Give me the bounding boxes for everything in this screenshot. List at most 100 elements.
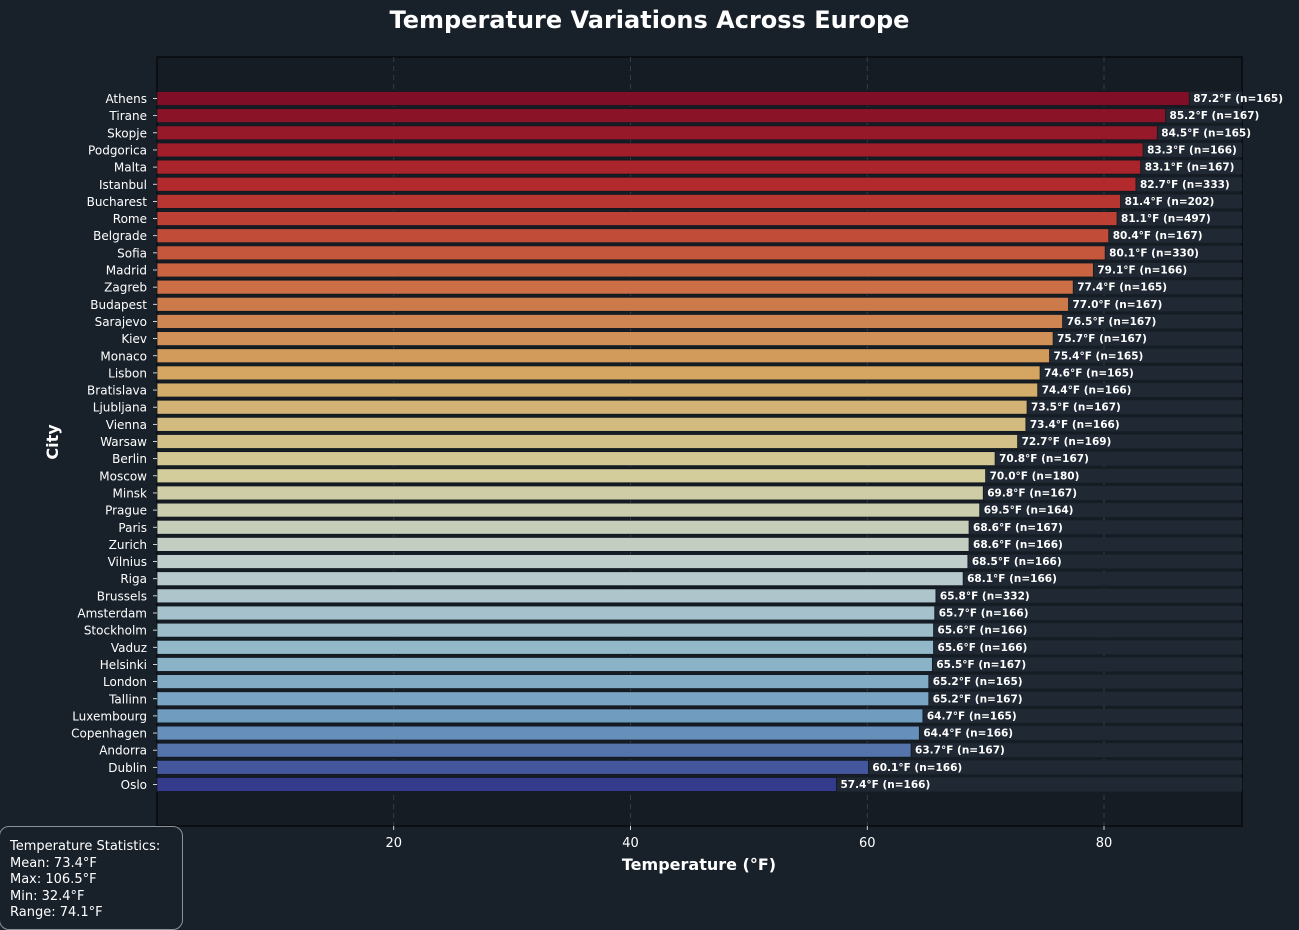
category-label: Vilnius [108, 555, 147, 569]
category-label: Sarajevo [95, 315, 147, 329]
bar-remainder [1068, 297, 1242, 312]
stats-title: Temperature Statistics: [10, 839, 161, 854]
bar-remainder [935, 588, 1242, 603]
bar [156, 416, 1027, 432]
bar [156, 125, 1158, 141]
bar-remainder [919, 726, 1242, 741]
data-label: 65.2°F (n=167) [933, 693, 1023, 705]
bar [156, 382, 1039, 398]
category-label: Minsk [113, 486, 148, 500]
bar-remainder [1165, 108, 1242, 123]
category-label: Dublin [108, 761, 147, 775]
bar-remainder [979, 503, 1242, 518]
bar-remainder [985, 468, 1242, 483]
bar [156, 725, 920, 741]
data-label: 81.1°F (n=497) [1121, 213, 1211, 225]
bar [156, 365, 1041, 381]
data-label: 70.0°F (n=180) [990, 470, 1080, 482]
bar-remainder [1049, 348, 1242, 363]
data-label: 82.7°F (n=333) [1140, 179, 1230, 191]
data-label: 70.8°F (n=167) [999, 453, 1089, 465]
bar [156, 571, 964, 587]
bar-remainder [1017, 434, 1242, 449]
bar [156, 434, 1018, 449]
bar [156, 468, 987, 484]
category-label: Brussels [97, 589, 147, 603]
data-label: 64.7°F (n=165) [927, 710, 1017, 722]
category-label: Belgrade [93, 229, 147, 243]
category-label: Oslo [121, 778, 147, 792]
bar [156, 142, 1144, 158]
bar-remainder [1140, 160, 1242, 175]
x-tick-labels-group: 20 40 60 80 [385, 826, 1112, 851]
bar-remainder [928, 691, 1242, 706]
category-labels-group: Athens Tirane Skopje Podgorica Malta Istanbul… [71, 92, 157, 792]
bar [156, 399, 1028, 415]
data-label: 80.1°F (n=330) [1109, 247, 1199, 259]
data-label: 74.6°F (n=165) [1044, 367, 1134, 379]
data-label: 73.4°F (n=166) [1030, 419, 1120, 431]
data-label: 69.8°F (n=167) [987, 487, 1077, 499]
bar-remainder [836, 777, 1242, 792]
bar [156, 708, 924, 724]
bar [156, 777, 837, 792]
bar-remainder [1027, 400, 1242, 415]
bar [156, 519, 970, 535]
bar-remainder [1053, 331, 1242, 346]
bar-remainder [1105, 245, 1242, 260]
data-label: 68.5°F (n=166) [972, 556, 1062, 568]
category-label: Zagreb [104, 281, 147, 295]
bar-remainder [922, 708, 1242, 723]
bar [156, 554, 969, 569]
data-label: 74.4°F (n=166) [1042, 385, 1132, 397]
bar-remainder [934, 606, 1242, 620]
bar [156, 314, 1063, 329]
bar [156, 605, 936, 621]
stats-max: Max: 106.5°F [10, 872, 97, 887]
data-label: 85.2°F (n=167) [1170, 110, 1260, 122]
category-label: Kiev [121, 332, 147, 346]
bar [156, 193, 1121, 209]
bar-remainder [1120, 194, 1242, 209]
category-label: Berlin [112, 452, 147, 466]
x-tick-label: 40 [622, 836, 639, 851]
category-label: Moscow [99, 469, 147, 483]
category-label: Amsterdam [77, 607, 147, 621]
bar [156, 159, 1142, 175]
category-label: Bucharest [87, 195, 148, 209]
bar [156, 451, 996, 467]
data-label: 65.8°F (n=332) [940, 590, 1030, 602]
data-label: 60.1°F (n=166) [872, 762, 962, 774]
bar-remainder [969, 537, 1242, 552]
bar-remainder [1040, 365, 1242, 380]
bar-remainder [868, 760, 1242, 775]
data-label: 65.6°F (n=166) [938, 642, 1028, 654]
bar [156, 176, 1137, 192]
data-label: 63.7°F (n=167) [915, 745, 1005, 757]
data-label: 76.5°F (n=167) [1067, 316, 1157, 328]
bar-remainder [1025, 417, 1242, 432]
category-label: Madrid [106, 264, 147, 278]
bar-remainder [969, 520, 1242, 535]
bar-remainder [1117, 211, 1242, 226]
data-label: 77.0°F (n=167) [1072, 299, 1162, 311]
category-label: Zurich [109, 538, 147, 552]
category-label: Podgorica [88, 143, 147, 157]
data-label: 83.3°F (n=166) [1147, 144, 1237, 156]
bar-remainder [1062, 314, 1242, 329]
bar [156, 759, 869, 775]
bar-remainder [1108, 228, 1242, 243]
data-label: 69.5°F (n=164) [984, 505, 1074, 517]
bar [156, 245, 1106, 261]
bars-group [156, 91, 1242, 792]
data-label: 75.4°F (n=165) [1054, 350, 1144, 362]
data-label: 81.4°F (n=202) [1125, 196, 1215, 208]
x-tick-label: 20 [385, 836, 402, 851]
category-label: Budapest [90, 298, 147, 312]
category-label: Monaco [100, 349, 147, 363]
bar [156, 279, 1074, 295]
category-label: Prague [105, 504, 147, 518]
bar [156, 537, 970, 552]
bar [156, 331, 1054, 347]
bar-remainder [983, 485, 1242, 500]
